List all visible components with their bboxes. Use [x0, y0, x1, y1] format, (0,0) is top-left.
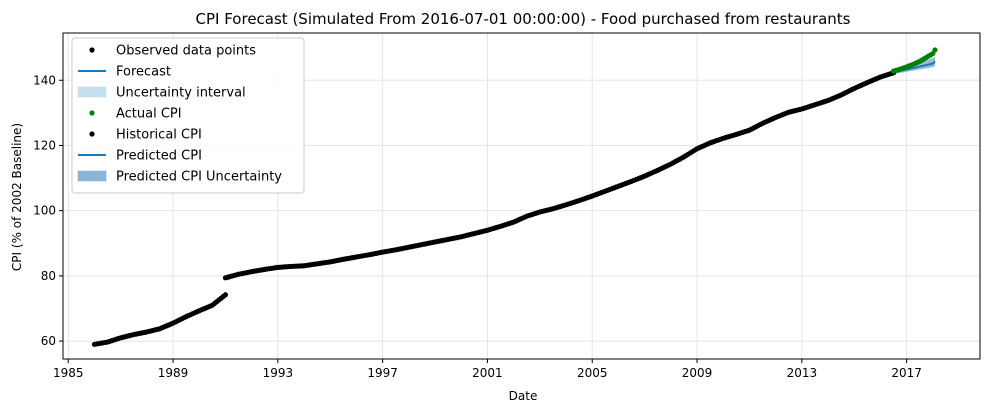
y-tick-label: 140 — [33, 73, 56, 87]
actual-cpi-point — [932, 47, 938, 53]
legend-marker-band — [77, 86, 107, 98]
legend-label: Historical CPI — [116, 128, 202, 143]
x-tick-label: 2017 — [891, 366, 922, 380]
legend-marker-dot — [89, 131, 95, 137]
x-tick-label: 1997 — [367, 366, 398, 380]
legend-label: Predicted CPI Uncertainty — [116, 170, 282, 185]
legend-label: Observed data points — [116, 44, 256, 59]
x-tick-label: 1989 — [158, 366, 189, 380]
x-tick-label: 2009 — [682, 366, 713, 380]
x-axis-ticks: 1985 1989 1993 1997 2001 2005 2009 2013 2017 — [53, 359, 922, 380]
y-axis-ticks: 60 80 100 120 140 — [33, 73, 63, 348]
legend-box — [71, 37, 305, 194]
x-axis-label: Date — [509, 389, 538, 403]
y-tick-label: 60 — [41, 334, 56, 348]
historical-series-layer — [91, 70, 897, 347]
legend-marker-dot — [89, 110, 95, 116]
y-tick-label: 120 — [33, 138, 56, 152]
legend-label: Uncertainty interval — [116, 86, 246, 101]
y-axis-label: CPI (% of 2002 Baseline) — [10, 123, 24, 271]
legend-marker-band — [77, 170, 107, 182]
x-tick-label: 2013 — [787, 366, 818, 380]
legend-label: Actual CPI — [116, 107, 182, 122]
legend: Observed data points Forecast Uncertainty … — [71, 37, 305, 194]
x-tick-label: 1985 — [53, 366, 84, 380]
legend-label: Predicted CPI — [116, 149, 202, 164]
x-tick-label: 1993 — [263, 366, 294, 380]
legend-marker-dot — [89, 47, 95, 53]
chart-title: CPI Forecast (Simulated From 2016-07-01 … — [196, 10, 851, 28]
plot-frame — [62, 32, 981, 360]
legend-label: Forecast — [116, 65, 171, 80]
actual-series-layer — [890, 47, 938, 74]
x-tick-label: 2001 — [472, 366, 503, 380]
historical-cpi-point — [222, 292, 229, 298]
x-tick-label: 2005 — [577, 366, 608, 380]
y-tick-label: 80 — [41, 269, 56, 283]
y-tick-label: 100 — [33, 204, 56, 218]
